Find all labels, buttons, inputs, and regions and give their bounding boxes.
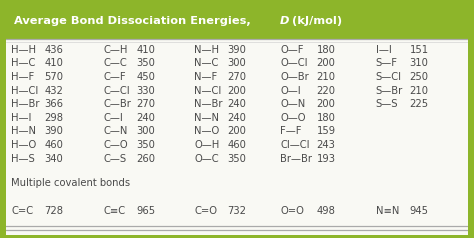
- Text: H—N: H—N: [11, 126, 36, 136]
- Text: 366: 366: [44, 99, 63, 109]
- Text: H—O: H—O: [11, 140, 36, 150]
- Text: 728: 728: [44, 206, 63, 216]
- Text: N—H: N—H: [194, 45, 219, 55]
- Text: 300: 300: [228, 59, 246, 69]
- Text: O—H: O—H: [194, 140, 219, 150]
- Text: 200: 200: [228, 86, 246, 96]
- Text: 410: 410: [137, 45, 155, 55]
- Text: I—I: I—I: [376, 45, 392, 55]
- Text: C=O: C=O: [194, 206, 218, 216]
- Text: S—Cl: S—Cl: [376, 72, 402, 82]
- Text: 410: 410: [44, 59, 63, 69]
- Text: 945: 945: [410, 206, 428, 216]
- Text: O—N: O—N: [281, 99, 306, 109]
- Text: C=C: C=C: [11, 206, 33, 216]
- Text: 310: 310: [410, 59, 428, 69]
- Text: H—I: H—I: [11, 113, 32, 123]
- Text: C—H: C—H: [104, 45, 128, 55]
- Text: H—Cl: H—Cl: [11, 86, 38, 96]
- Text: 298: 298: [44, 113, 63, 123]
- Text: 240: 240: [137, 113, 155, 123]
- Text: C≡C: C≡C: [104, 206, 126, 216]
- Text: C—Cl: C—Cl: [104, 86, 130, 96]
- Text: O—C: O—C: [194, 154, 219, 164]
- Text: 159: 159: [317, 126, 336, 136]
- Text: C—Br: C—Br: [104, 99, 132, 109]
- Text: 193: 193: [317, 154, 336, 164]
- Text: N—Br: N—Br: [194, 99, 223, 109]
- Text: 350: 350: [137, 140, 155, 150]
- Text: S—S: S—S: [376, 99, 398, 109]
- Bar: [6, 3, 468, 39]
- Text: C—O: C—O: [104, 140, 128, 150]
- Text: Cl—Cl: Cl—Cl: [281, 140, 310, 150]
- Text: 450: 450: [137, 72, 155, 82]
- Text: (kJ/mol): (kJ/mol): [288, 16, 342, 26]
- Text: H—Br: H—Br: [11, 99, 40, 109]
- Text: 240: 240: [228, 99, 246, 109]
- Text: 390: 390: [228, 45, 246, 55]
- Text: O=O: O=O: [281, 206, 304, 216]
- Text: D: D: [280, 16, 290, 26]
- Text: 240: 240: [228, 113, 246, 123]
- Text: 390: 390: [44, 126, 63, 136]
- Text: N—N: N—N: [194, 113, 219, 123]
- Text: 270: 270: [228, 72, 246, 82]
- Text: H—S: H—S: [11, 154, 35, 164]
- Text: N—C: N—C: [194, 59, 219, 69]
- Text: 340: 340: [44, 154, 63, 164]
- Text: O—Cl: O—Cl: [281, 59, 308, 69]
- Text: 225: 225: [410, 99, 428, 109]
- Text: Br—Br: Br—Br: [281, 154, 312, 164]
- Text: C—C: C—C: [104, 59, 128, 69]
- Text: 200: 200: [228, 126, 246, 136]
- Text: 250: 250: [410, 72, 428, 82]
- Text: 732: 732: [228, 206, 246, 216]
- Bar: [6, 39, 468, 235]
- Text: O—Br: O—Br: [281, 72, 309, 82]
- Text: 350: 350: [228, 154, 246, 164]
- Text: C—I: C—I: [104, 113, 124, 123]
- Text: N—O: N—O: [194, 126, 219, 136]
- Text: 200: 200: [317, 59, 336, 69]
- Text: 570: 570: [44, 72, 63, 82]
- Text: N—F: N—F: [194, 72, 218, 82]
- Text: C—F: C—F: [104, 72, 127, 82]
- Text: 220: 220: [317, 86, 336, 96]
- Text: 432: 432: [44, 86, 63, 96]
- Text: 330: 330: [137, 86, 155, 96]
- Text: H—F: H—F: [11, 72, 35, 82]
- Text: 210: 210: [317, 72, 336, 82]
- Text: O—F: O—F: [281, 45, 304, 55]
- Text: H—H: H—H: [11, 45, 36, 55]
- Text: Average Bond Dissociation Energies,: Average Bond Dissociation Energies,: [14, 16, 255, 26]
- Text: 151: 151: [410, 45, 428, 55]
- Text: 965: 965: [137, 206, 156, 216]
- Text: 300: 300: [137, 126, 155, 136]
- Text: 460: 460: [228, 140, 246, 150]
- Text: 243: 243: [317, 140, 336, 150]
- Text: 180: 180: [317, 45, 336, 55]
- Text: C—S: C—S: [104, 154, 127, 164]
- Text: 200: 200: [317, 99, 336, 109]
- Text: N—Cl: N—Cl: [194, 86, 222, 96]
- Text: 270: 270: [137, 99, 155, 109]
- Text: S—Br: S—Br: [376, 86, 403, 96]
- Text: O—O: O—O: [281, 113, 306, 123]
- Text: 180: 180: [317, 113, 336, 123]
- Text: 436: 436: [44, 45, 63, 55]
- Text: H—C: H—C: [11, 59, 36, 69]
- Text: N≡N: N≡N: [376, 206, 399, 216]
- Text: 260: 260: [137, 154, 155, 164]
- Text: 350: 350: [137, 59, 155, 69]
- Text: 460: 460: [44, 140, 63, 150]
- Text: F—F: F—F: [281, 126, 302, 136]
- Text: 210: 210: [410, 86, 428, 96]
- Text: S—F: S—F: [376, 59, 398, 69]
- Text: 498: 498: [317, 206, 336, 216]
- Text: C—N: C—N: [104, 126, 128, 136]
- Text: O—I: O—I: [281, 86, 301, 96]
- Text: Multiple covalent bonds: Multiple covalent bonds: [11, 178, 130, 188]
